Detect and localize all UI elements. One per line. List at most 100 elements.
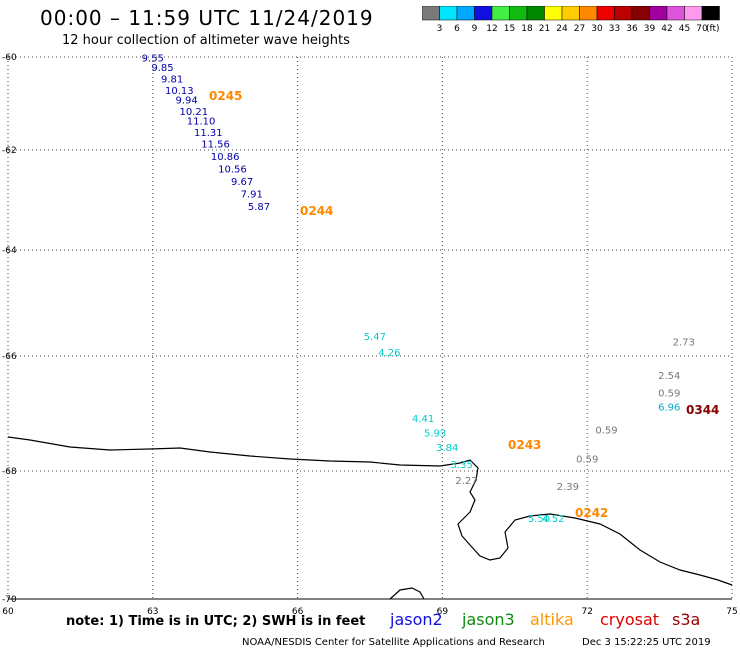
colorbar-swatch [631, 6, 650, 21]
swh-value-label: 4.52 [542, 514, 564, 525]
legend-item-jason2: jason2 [389, 610, 443, 629]
legend-item-s3a: s3a [672, 610, 700, 629]
colorbar-label: 30 [591, 24, 603, 34]
colorbar-label: 15 [504, 24, 515, 34]
swh-value-label: 11.31 [194, 128, 223, 139]
lon-tick-label: 60 [2, 607, 14, 617]
colorbar-label: 3 [437, 24, 443, 34]
colorbar-label: 36 [626, 24, 638, 34]
track-time-label: 0242 [575, 506, 608, 520]
swh-value-label: 7.91 [241, 190, 263, 201]
lat-tick-label: -64 [2, 246, 17, 256]
satellite-legend: note: 1) Time is in UTC; 2) SWH is in fe… [66, 610, 711, 648]
swh-value-label: 9.81 [161, 75, 183, 86]
lon-tick-label: 72 [581, 607, 592, 617]
track-time-label: 0245 [209, 89, 242, 103]
colorbar-swatch [491, 6, 510, 21]
swh-value-label: 10.21 [180, 107, 209, 118]
coastline-path [7, 436, 733, 586]
colorbar-swatch [474, 6, 493, 21]
colorbar-label: 39 [644, 24, 656, 34]
swh-value-label: 10.13 [165, 86, 194, 97]
colorbar-swatch [579, 6, 598, 21]
colorbar-swatch [596, 6, 615, 21]
swh-value-label: 2.39 [557, 482, 579, 493]
swh-value-label: 5.93 [424, 429, 446, 440]
swh-value-label: 5.50 [528, 514, 550, 525]
colorbar-label: 27 [574, 24, 585, 34]
swh-value-label: 0.59 [658, 388, 680, 399]
track-time-label: 0244 [300, 204, 333, 218]
colorbar-swatch [701, 6, 720, 21]
lon-tick-label: 66 [292, 607, 304, 617]
island-outline [389, 587, 425, 600]
colorbar-label: 18 [521, 24, 533, 34]
colorbar-label: 45 [679, 24, 690, 34]
colorbar-swatch [439, 6, 458, 21]
colorbar-swatch [614, 6, 633, 21]
lat-tick-label: -68 [2, 467, 17, 477]
lat-tick-label: -70 [2, 595, 17, 605]
swh-value-label: 11.10 [187, 116, 216, 127]
legend-item-altika: altika [530, 610, 574, 629]
swh-value-label: 2.73 [673, 337, 695, 348]
map-subtitle: 12 hour collection of altimeter wave hei… [62, 33, 350, 48]
legend-item-jason3: jason3 [461, 610, 515, 629]
lon-tick-label: 63 [147, 607, 158, 617]
swh-value-label: 4.26 [378, 348, 400, 359]
swh-value-label: 2.54 [658, 371, 680, 382]
swh-value-label: 11.56 [201, 140, 230, 151]
lat-tick-label: -66 [2, 352, 17, 362]
lon-tick-label: 75 [726, 607, 737, 617]
swh-value-label: 5.47 [364, 332, 386, 343]
map-title: 00:00 – 11:59 UTC 11/24/2019 [40, 6, 374, 30]
legend-item-cryosat: cryosat [600, 610, 659, 629]
swh-value-label: 0.59 [576, 454, 598, 465]
graticule [7, 56, 733, 600]
lat-tick-label: -62 [2, 146, 17, 156]
colorbar-swatch [561, 6, 580, 21]
colorbar-swatch [526, 6, 545, 21]
colorbar-swatch [422, 6, 440, 21]
swh-value-label: 10.86 [211, 152, 240, 163]
colorbar-swatch [456, 6, 475, 21]
swh-value-label: 10.56 [218, 165, 247, 176]
swh-value-label: 5.87 [248, 202, 270, 213]
colorbar-label: 33 [609, 24, 620, 34]
colorbar-label: 6 [454, 24, 460, 34]
footer-credit: NOAA/NESDIS Center for Satellite Applica… [242, 637, 545, 648]
coastline [7, 436, 733, 600]
colorbar-label: 24 [556, 24, 568, 34]
footer-timestamp: Dec 3 15:22:25 UTC 2019 [582, 637, 711, 648]
colorbar-label: 70 [696, 24, 708, 34]
swh-value-label: 4.41 [412, 414, 434, 425]
colorbar-unit: (ft) [706, 24, 720, 34]
colorbar-label: 42 [661, 24, 672, 34]
lat-tick-label: -60 [2, 53, 17, 63]
colorbar-swatch [684, 6, 703, 21]
track-time-label: 0344 [686, 403, 719, 417]
swh-value-label: 3.35 [451, 460, 473, 471]
legend-note: note: 1) Time is in UTC; 2) SWH is in fe… [66, 614, 365, 629]
swh-value-label: 2.27 [455, 476, 477, 487]
swh-value-label: 6.96 [658, 403, 680, 414]
lon-tick-label: 69 [437, 607, 449, 617]
axis-ticks: -60 -62 -64 -66 -68 -70 60 63 66 69 72 75 [2, 53, 738, 617]
colorbar-swatch [509, 6, 528, 21]
wave-height-colorbar: 3 6 9 12 15 18 21 24 27 30 33 36 39 42 45 70(ft) [422, 6, 720, 34]
swh-value-label: 9.55 [142, 54, 164, 65]
swh-value-label: 9.94 [175, 96, 197, 107]
colorbar-label: 21 [539, 24, 550, 34]
colorbar-swatch [666, 6, 685, 21]
colorbar-swatch [544, 6, 563, 21]
wave-height-observations: 9.559.859.8110.139.9410.2111.1011.3111.5… [142, 54, 720, 526]
colorbar-label: 12 [486, 24, 497, 34]
colorbar-swatch [649, 6, 668, 21]
swh-value-label: 3.84 [436, 443, 458, 454]
swh-value-label: 9.85 [151, 63, 173, 74]
track-time-label: 0243 [508, 438, 541, 452]
colorbar-label: 9 [472, 24, 478, 34]
swh-value-label: 9.67 [231, 177, 253, 188]
swh-value-label: 0.59 [595, 426, 617, 437]
